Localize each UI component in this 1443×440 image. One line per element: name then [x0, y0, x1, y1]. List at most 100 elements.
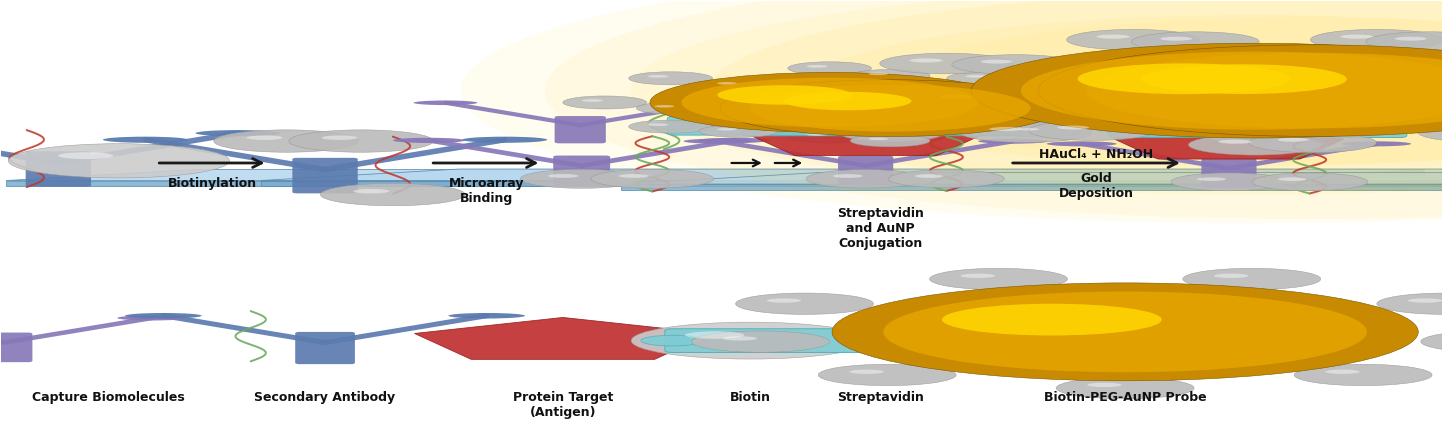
- Ellipse shape: [1087, 383, 1121, 387]
- Ellipse shape: [1408, 298, 1443, 303]
- Ellipse shape: [320, 183, 465, 206]
- Ellipse shape: [869, 138, 889, 140]
- Ellipse shape: [392, 138, 465, 143]
- Ellipse shape: [883, 291, 1367, 372]
- Ellipse shape: [939, 95, 971, 99]
- Ellipse shape: [1001, 125, 1081, 137]
- Ellipse shape: [874, 17, 1443, 164]
- Polygon shape: [261, 169, 1443, 180]
- Ellipse shape: [1065, 102, 1144, 114]
- Ellipse shape: [1183, 268, 1320, 290]
- Ellipse shape: [629, 72, 713, 85]
- FancyBboxPatch shape: [665, 329, 1095, 352]
- Ellipse shape: [750, 85, 1030, 132]
- Ellipse shape: [462, 137, 547, 143]
- Ellipse shape: [1078, 63, 1290, 94]
- Ellipse shape: [1095, 125, 1137, 132]
- Ellipse shape: [889, 170, 1004, 188]
- Ellipse shape: [1058, 125, 1089, 129]
- Ellipse shape: [850, 135, 929, 147]
- Ellipse shape: [1294, 364, 1431, 385]
- Ellipse shape: [723, 336, 758, 341]
- Ellipse shape: [1141, 64, 1346, 94]
- Ellipse shape: [641, 335, 703, 346]
- Ellipse shape: [521, 169, 644, 188]
- Ellipse shape: [654, 105, 674, 107]
- Ellipse shape: [1278, 177, 1307, 181]
- Ellipse shape: [683, 100, 747, 105]
- Ellipse shape: [978, 139, 1048, 144]
- Ellipse shape: [717, 85, 851, 105]
- Ellipse shape: [961, 274, 996, 278]
- Ellipse shape: [911, 90, 1039, 110]
- Ellipse shape: [1189, 135, 1322, 155]
- Polygon shape: [261, 180, 1443, 186]
- Ellipse shape: [1029, 121, 1156, 140]
- Text: Streptavidin
and AuNP
Conjugation: Streptavidin and AuNP Conjugation: [837, 207, 924, 250]
- Ellipse shape: [867, 95, 900, 99]
- Ellipse shape: [619, 174, 649, 178]
- Ellipse shape: [960, 122, 1092, 143]
- Ellipse shape: [801, 15, 1443, 166]
- FancyBboxPatch shape: [296, 332, 355, 364]
- Ellipse shape: [102, 137, 188, 143]
- Polygon shape: [6, 180, 1235, 186]
- Ellipse shape: [1248, 133, 1377, 153]
- Text: Capture Biomolecules: Capture Biomolecules: [32, 391, 185, 404]
- Ellipse shape: [965, 123, 987, 126]
- FancyBboxPatch shape: [0, 333, 32, 362]
- Ellipse shape: [788, 62, 872, 75]
- Ellipse shape: [1172, 173, 1287, 191]
- Ellipse shape: [961, 122, 1009, 130]
- Ellipse shape: [1218, 139, 1251, 144]
- Ellipse shape: [1039, 45, 1443, 136]
- Ellipse shape: [1082, 105, 1102, 107]
- Ellipse shape: [545, 0, 1443, 219]
- Text: Gold
Deposition: Gold Deposition: [1059, 172, 1134, 200]
- Ellipse shape: [289, 130, 433, 152]
- Ellipse shape: [990, 127, 1023, 131]
- Ellipse shape: [720, 80, 1061, 136]
- Ellipse shape: [1020, 82, 1039, 84]
- FancyBboxPatch shape: [554, 116, 606, 143]
- Ellipse shape: [1160, 37, 1192, 40]
- Ellipse shape: [684, 139, 753, 144]
- Text: Microarray
Binding: Microarray Binding: [449, 177, 524, 205]
- Ellipse shape: [698, 79, 779, 92]
- Text: Secondary Antibody: Secondary Antibody: [254, 391, 395, 404]
- Ellipse shape: [880, 53, 1013, 74]
- Text: Biotinylation: Biotinylation: [167, 177, 257, 190]
- Ellipse shape: [1056, 378, 1195, 399]
- FancyBboxPatch shape: [293, 158, 358, 193]
- Polygon shape: [620, 172, 1443, 184]
- Ellipse shape: [582, 99, 603, 102]
- Ellipse shape: [710, 0, 1443, 191]
- Polygon shape: [414, 317, 711, 359]
- Ellipse shape: [1012, 123, 1055, 131]
- Ellipse shape: [698, 125, 779, 137]
- Ellipse shape: [681, 78, 978, 127]
- Ellipse shape: [784, 92, 912, 110]
- Ellipse shape: [841, 126, 942, 142]
- Ellipse shape: [1066, 29, 1199, 50]
- Text: HAuCl₄ + NH₂OH: HAuCl₄ + NH₂OH: [1039, 148, 1153, 161]
- Ellipse shape: [648, 75, 668, 77]
- FancyBboxPatch shape: [743, 118, 1040, 136]
- Ellipse shape: [981, 60, 1013, 64]
- Ellipse shape: [58, 152, 114, 159]
- Ellipse shape: [629, 120, 713, 133]
- Ellipse shape: [195, 130, 280, 136]
- Polygon shape: [750, 123, 980, 155]
- Ellipse shape: [1131, 32, 1260, 51]
- Ellipse shape: [1377, 293, 1443, 314]
- Ellipse shape: [214, 130, 358, 152]
- Ellipse shape: [631, 0, 1443, 195]
- Ellipse shape: [729, 123, 771, 131]
- Ellipse shape: [698, 138, 771, 143]
- Ellipse shape: [1206, 128, 1309, 144]
- Ellipse shape: [1056, 335, 1120, 346]
- Ellipse shape: [460, 0, 1443, 223]
- Ellipse shape: [766, 298, 801, 303]
- Ellipse shape: [1253, 173, 1368, 191]
- Ellipse shape: [850, 70, 929, 82]
